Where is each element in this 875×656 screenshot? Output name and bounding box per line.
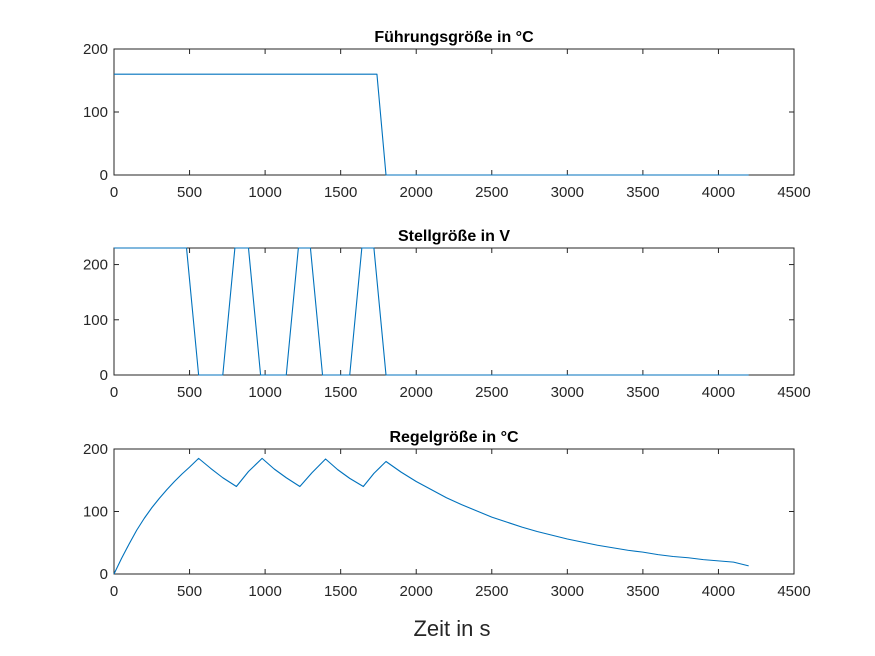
x-tick-label: 2500 [475, 583, 508, 600]
axes-box [113, 48, 795, 176]
x-tick-label: 500 [177, 583, 202, 600]
x-tick-label: 0 [110, 583, 118, 600]
subplot-title: Regelgröße in °C [389, 429, 519, 446]
x-axis-label: Zeit in s [413, 616, 490, 641]
y-tick-label: 0 [100, 566, 108, 583]
x-tick-label: 1500 [324, 583, 357, 600]
x-tick-label: 4000 [702, 384, 735, 401]
x-tick-label: 0 [110, 384, 118, 401]
x-tick-label: 4500 [777, 384, 810, 401]
x-tick-label: 1000 [248, 184, 281, 201]
y-tick-label: 200 [83, 441, 108, 458]
x-tick-label: 3500 [626, 583, 659, 600]
series-line [113, 457, 749, 575]
x-tick-label: 3000 [551, 184, 584, 201]
axes-box [113, 448, 795, 575]
x-tick-label: 4500 [777, 184, 810, 201]
subplot-1: Führungsgröße in °C0 500 1000 1500 2000 2500 3… [83, 29, 811, 201]
x-tick-label: 1000 [248, 583, 281, 600]
x-tick-label: 1500 [324, 384, 357, 401]
subplot-3: Regelgröße in °C0 500 1000 1500 2000 2500 3000… [83, 429, 811, 600]
axes-box [113, 247, 795, 376]
x-tick-label: 4500 [777, 583, 810, 600]
x-tick-label: 2000 [400, 583, 433, 600]
x-tick-label: 2500 [475, 184, 508, 201]
x-tick-label: 2000 [400, 384, 433, 401]
y-tick-label: 200 [83, 41, 108, 58]
x-tick-label: 1000 [248, 384, 281, 401]
x-tick-label: 0 [110, 184, 118, 201]
y-tick-label: 0 [100, 367, 108, 384]
series-line [114, 247, 749, 376]
x-tick-label: 500 [177, 184, 202, 201]
x-tick-label: 4000 [702, 583, 735, 600]
x-tick-label: 1500 [324, 184, 357, 201]
x-tick-label: 3500 [626, 384, 659, 401]
x-tick-label: 500 [177, 384, 202, 401]
x-tick-label: 3000 [551, 583, 584, 600]
x-tick-label: 3500 [626, 184, 659, 201]
x-tick-label: 2000 [400, 184, 433, 201]
subplot-title: Führungsgröße in °C [374, 29, 534, 46]
y-tick-label: 100 [83, 504, 108, 521]
y-tick-label: 200 [83, 257, 108, 274]
y-tick-label: 100 [83, 312, 108, 329]
y-tick-label: 0 [100, 167, 108, 184]
x-tick-label: 2500 [475, 384, 508, 401]
subplot-2: Stellgröße in V0 500 1000 1500 2000 2500 3000 3… [83, 228, 811, 401]
x-tick-label: 4000 [702, 184, 735, 201]
x-tick-label: 3000 [551, 384, 584, 401]
y-tick-label: 100 [83, 104, 108, 121]
series-line [114, 73, 749, 176]
subplot-title: Stellgröße in V [398, 228, 510, 245]
